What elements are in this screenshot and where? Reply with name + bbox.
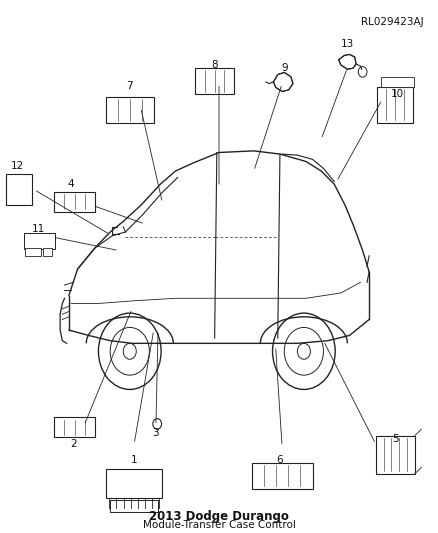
- Text: 10: 10: [391, 89, 404, 99]
- Text: Module-Transfer Case Control: Module-Transfer Case Control: [142, 520, 296, 530]
- Text: 2013 Dodge Durango: 2013 Dodge Durango: [149, 510, 289, 523]
- FancyBboxPatch shape: [195, 68, 234, 94]
- FancyBboxPatch shape: [54, 192, 95, 212]
- FancyBboxPatch shape: [25, 233, 55, 249]
- Text: 13: 13: [341, 39, 354, 49]
- Text: 12: 12: [11, 161, 25, 171]
- Polygon shape: [273, 72, 293, 92]
- FancyBboxPatch shape: [43, 248, 52, 256]
- FancyBboxPatch shape: [6, 174, 32, 206]
- Text: 9: 9: [281, 63, 288, 72]
- FancyBboxPatch shape: [106, 97, 154, 123]
- Text: RL029423AJ: RL029423AJ: [361, 17, 424, 27]
- Polygon shape: [339, 54, 356, 69]
- Text: 8: 8: [212, 60, 218, 70]
- Text: 7: 7: [127, 81, 133, 91]
- FancyBboxPatch shape: [376, 435, 415, 474]
- Text: 4: 4: [68, 179, 74, 189]
- FancyBboxPatch shape: [110, 500, 158, 512]
- Text: 2: 2: [70, 439, 77, 449]
- FancyBboxPatch shape: [381, 77, 414, 87]
- Text: 1: 1: [131, 455, 138, 465]
- FancyBboxPatch shape: [54, 417, 95, 437]
- FancyBboxPatch shape: [25, 248, 41, 256]
- Text: 3: 3: [152, 429, 159, 439]
- Text: 5: 5: [392, 434, 399, 444]
- Text: 6: 6: [277, 455, 283, 465]
- FancyBboxPatch shape: [252, 463, 313, 489]
- FancyBboxPatch shape: [106, 469, 162, 498]
- FancyBboxPatch shape: [378, 87, 413, 123]
- Text: 11: 11: [32, 224, 45, 235]
